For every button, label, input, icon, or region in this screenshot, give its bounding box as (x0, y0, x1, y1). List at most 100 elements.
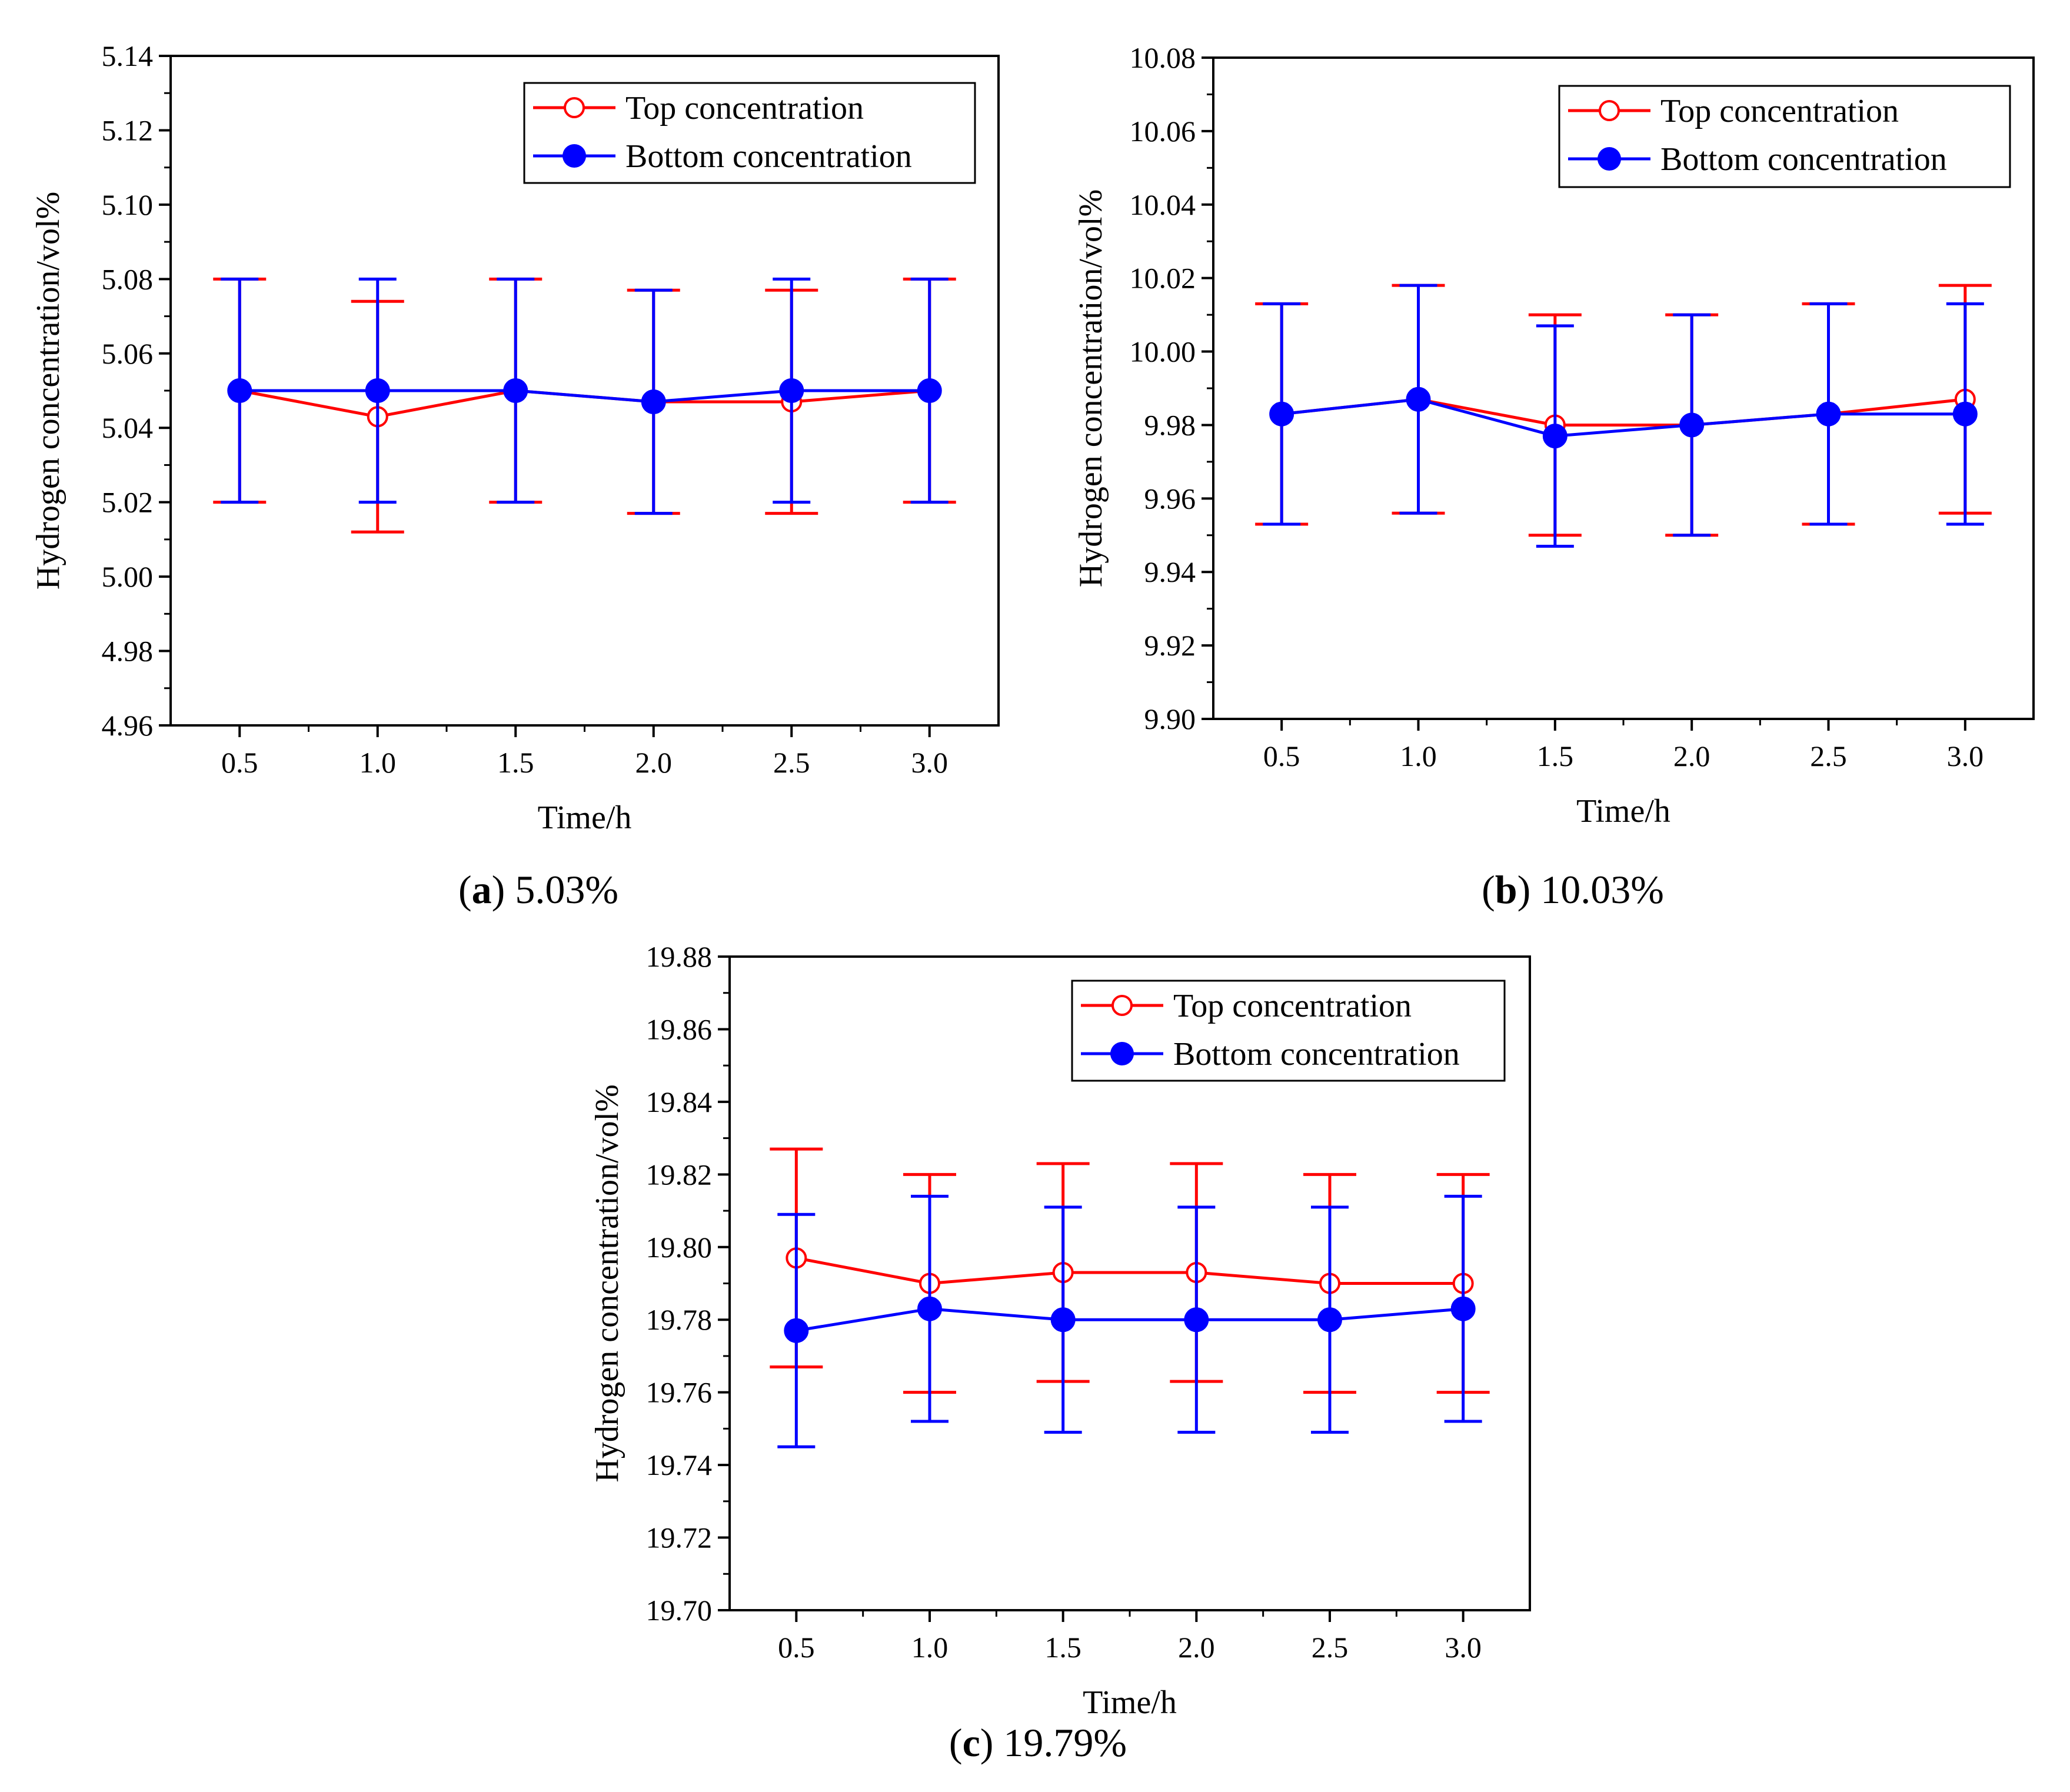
legend-box (523, 82, 976, 184)
series-line (1281, 398, 1965, 438)
x-tick-label: 2.5 (1810, 740, 1847, 772)
y-tick-label: 9.94 (1144, 555, 1196, 588)
caption-paren-open: ( (949, 1720, 963, 1765)
caption-letter: b (1495, 867, 1517, 912)
data-point-filled (1050, 1307, 1076, 1333)
legend-marker-filled (1598, 147, 1621, 171)
x-tick-label: 2.5 (773, 746, 810, 779)
x-tick-label: 1.5 (497, 746, 534, 779)
y-tick-label: 10.08 (1130, 41, 1196, 74)
data-point-filled (227, 378, 252, 403)
x-tick-label: 2.5 (1312, 1631, 1349, 1664)
y-tick-label: 10.04 (1130, 188, 1196, 221)
series-bottom (1263, 284, 1984, 548)
y-tick-label: 19.72 (646, 1521, 713, 1554)
data-point-filled (779, 378, 804, 403)
legend-marker-filled (1110, 1042, 1134, 1065)
x-axis-label: Time/h (1576, 793, 1670, 830)
data-point-filled (1184, 1307, 1209, 1333)
chart-panel-c: 19.70 19.72 19.74 19.76 19.78 19.80 19.82 19.84… (589, 940, 1531, 1765)
y-tick-label: 5.10 (102, 188, 154, 221)
y-tick-label: 5.02 (102, 486, 154, 519)
legend-label: Bottom concentration (625, 138, 912, 175)
y-tick-label: 5.12 (102, 114, 154, 146)
y-tick-label: 5.06 (102, 337, 154, 370)
legend: Top concentration Bottom concentration (523, 82, 976, 184)
caption-paren-close: ) (492, 867, 515, 912)
x-tick-label: 0.5 (1263, 740, 1300, 772)
x-tick-label: 2.0 (1673, 740, 1710, 772)
y-tick-label: 10.02 (1130, 262, 1196, 295)
y-tick-label: 9.92 (1144, 629, 1196, 662)
y-tick-label: 10.00 (1130, 335, 1196, 368)
series-bottom (221, 277, 949, 515)
data-point-filled (503, 378, 528, 403)
caption-paren-close: ) (980, 1720, 1004, 1765)
data-point-filled (1542, 424, 1568, 449)
y-tick-label: 9.90 (1144, 702, 1196, 735)
x-tick-label: 0.5 (778, 1631, 815, 1664)
series-line (239, 389, 930, 418)
data-point-filled (917, 378, 942, 403)
y-tick-label: 19.74 (646, 1448, 713, 1481)
chart-panel-a: 4.96 4.98 5.00 5.02 5.04 5.06 5.08 5.10 5.12 5.14… (30, 39, 1000, 912)
y-tick-label: 5.04 (102, 411, 154, 444)
series-line (796, 1256, 1463, 1285)
legend-label: Top concentration (625, 90, 864, 126)
series-top (213, 277, 956, 534)
y-axis-label: Hydrogen concentration/vol% (30, 192, 66, 589)
x-tick-label: 1.0 (911, 1631, 949, 1664)
x-tick-label: 1.5 (1044, 1631, 1081, 1664)
caption-paren-open: ( (1482, 867, 1495, 912)
data-point-filled (917, 1296, 942, 1321)
y-axis-label: Hydrogen concentration/vol% (589, 1084, 625, 1482)
legend-marker-open (1599, 100, 1620, 121)
y-tick-label: 19.70 (646, 1594, 713, 1627)
y-tick-label: 19.78 (646, 1303, 713, 1336)
data-point-filled (1816, 401, 1841, 427)
x-axis-label: Time/h (1083, 1684, 1177, 1721)
data-point-filled (1952, 401, 1978, 427)
y-tick-label: 4.96 (102, 709, 154, 742)
data-point-filled (1406, 387, 1431, 412)
legend: Top concentration Bottom concentration (1071, 980, 1506, 1082)
series-top (1255, 284, 1992, 537)
caption-value: 19.79% (1003, 1720, 1127, 1765)
legend-marker-open (1111, 995, 1133, 1016)
legend-box (1071, 980, 1506, 1082)
x-tick-label: 1.5 (1537, 740, 1574, 772)
caption-value: 5.03% (515, 867, 618, 912)
x-tick-label: 0.5 (221, 746, 258, 779)
y-tick-label: 5.14 (102, 39, 154, 72)
x-tick-label: 3.0 (1445, 1631, 1482, 1664)
legend-label: Top concentration (1660, 93, 1899, 129)
caption-letter: a (472, 867, 492, 912)
data-point-filled (1450, 1296, 1476, 1321)
y-tick-label: 5.00 (102, 560, 154, 593)
legend-label: Bottom concentration (1173, 1036, 1460, 1072)
series-top (770, 1147, 1490, 1394)
y-tick-label: 19.88 (646, 940, 713, 973)
data-point-filled (784, 1318, 809, 1343)
y-tick-label: 19.82 (646, 1158, 713, 1191)
legend-marker-filled (563, 144, 586, 168)
y-tick-label: 19.80 (646, 1231, 713, 1264)
panel-caption: (c) 19.79% (949, 1720, 1127, 1765)
data-point-filled (1317, 1307, 1342, 1333)
legend: Top concentration Bottom concentration (1558, 85, 2011, 188)
caption-paren-close: ) (1517, 867, 1541, 912)
data-point-filled (641, 389, 666, 414)
legend-label: Top concentration (1173, 988, 1412, 1024)
chart-panel-b: 9.90 9.92 9.94 9.96 9.98 10.00 10.02 10.04 10.06… (1073, 41, 2035, 912)
panel-caption: (b) 10.03% (1482, 867, 1664, 912)
series-line (239, 389, 930, 404)
y-tick-label: 19.86 (646, 1012, 713, 1045)
data-point-filled (1269, 401, 1294, 427)
legend-marker-open (564, 97, 585, 118)
legend-label: Bottom concentration (1660, 141, 1947, 178)
y-tick-label: 5.08 (102, 262, 154, 295)
y-tick-label: 4.98 (102, 635, 154, 668)
x-axis-label: Time/h (538, 800, 632, 836)
data-point-filled (1679, 412, 1705, 438)
